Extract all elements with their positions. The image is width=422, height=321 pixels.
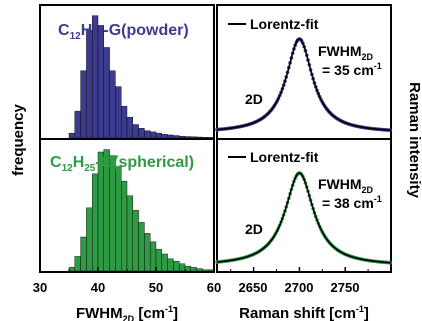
powder-histogram-bar: [126, 116, 134, 139]
powder-histogram-bar: [103, 47, 110, 139]
legend-label-bottom: Lorentz-fit: [250, 149, 319, 165]
powder-histogram-bar: [138, 128, 145, 139]
spherical-histogram-bar: [155, 248, 163, 272]
spherical-histogram-bar: [91, 173, 99, 272]
powder-histogram-bar: [68, 132, 76, 139]
powder-histogram-bar: [97, 25, 104, 139]
spherical-histogram-bar: [178, 263, 186, 272]
powder-histogram-bar: [149, 131, 157, 139]
fwhm-annotation-top: FWHM2D: [318, 43, 374, 62]
powder-histogram-bar: [173, 135, 180, 139]
spherical-histogram-bar: [138, 222, 145, 272]
spherical-sample-label: C12H25-G(spherical): [50, 154, 194, 174]
spherical-histogram-bar: [144, 233, 151, 272]
powder-histogram-bar: [115, 86, 122, 139]
spherical-histogram-bar: [190, 267, 197, 272]
band-label-top: 2D: [245, 91, 263, 107]
powder-histogram-bar: [184, 136, 192, 139]
spherical-histogram-bar: [167, 258, 174, 272]
powder-histogram-bar: [178, 135, 186, 139]
x-tick-label-40: 40: [91, 280, 105, 295]
powder-histogram-bar: [132, 124, 139, 139]
powder-histogram-bar: [190, 136, 197, 139]
fwhm-value-top: = 35 cm-1: [322, 61, 382, 78]
legend-label-top: Lorentz-fit: [250, 16, 319, 32]
spherical-histogram-bar: [126, 195, 134, 272]
powder-histogram-bar: [161, 134, 168, 139]
spherical-histogram-bar: [202, 269, 209, 272]
powder-histogram-bar: [207, 137, 215, 139]
raman-shift-axis-label: Raman shift [cm-1]: [239, 304, 369, 321]
powder-histogram-bar: [120, 105, 128, 139]
powder-histogram-bar: [80, 70, 87, 139]
spherical-histogram-bar: [132, 210, 139, 272]
x-tick-label-60: 60: [207, 280, 221, 295]
x-tick-label-50: 50: [149, 280, 163, 295]
raman-spectrum-spherical: [215, 171, 392, 265]
spherical-histogram-bar: [109, 155, 116, 272]
raman-intensity-axis-label: Raman intensity: [406, 82, 422, 199]
powder-histogram-bar: [196, 136, 203, 139]
histogram-powder: [68, 15, 215, 139]
powder-histogram-bar: [144, 130, 151, 139]
spherical-histogram-bar: [173, 261, 180, 272]
x-tick-label-2650: 2650: [239, 280, 268, 295]
powder-histogram-bar: [155, 132, 163, 139]
x-tick-label-2700: 2700: [285, 280, 314, 295]
fwhm-annotation-bottom: FWHM2D: [318, 176, 374, 195]
spherical-histogram-bar: [74, 256, 81, 272]
powder-histogram-bar: [202, 137, 209, 139]
powder-histogram-bar: [167, 134, 174, 139]
spherical-histogram-bar: [120, 180, 128, 272]
fwhm-axis-label: FWHM2D [cm-1]: [76, 304, 178, 321]
powder-spectrum-lorentz-fit-line: [216, 38, 392, 132]
powder-histogram-bar: [86, 30, 93, 139]
spherical-histogram-bar: [196, 268, 203, 272]
axis-ticks: [39, 267, 369, 272]
spherical-histogram-bar: [86, 207, 93, 272]
spherical-histogram-bar: [149, 241, 157, 272]
band-label-bottom: 2D: [245, 221, 263, 237]
spherical-histogram-bar: [115, 166, 122, 272]
spherical-histogram-bar: [80, 236, 87, 272]
frequency-axis-label: frequency: [10, 104, 27, 176]
spherical-histogram-bar: [161, 253, 168, 272]
x-tick-label-30: 30: [33, 280, 47, 295]
spherical-histogram-bar: [207, 269, 215, 272]
raman-spectrum-powder: [215, 37, 392, 132]
spherical-spectrum-lorentz-fit-line: [216, 172, 392, 264]
powder-sample-label: C12H25-G(powder): [58, 22, 189, 42]
powder-histogram-bar: [109, 70, 116, 139]
spherical-histogram-bar: [184, 265, 192, 272]
powder-histogram-bar: [74, 110, 81, 139]
spherical-histogram-bar: [68, 267, 76, 272]
panel-frame-bottom-right: [216, 138, 392, 273]
histogram-spherical: [68, 149, 215, 272]
x-tick-label-2750: 2750: [331, 280, 360, 295]
fwhm-value-bottom: = 38 cm-1: [322, 194, 382, 211]
